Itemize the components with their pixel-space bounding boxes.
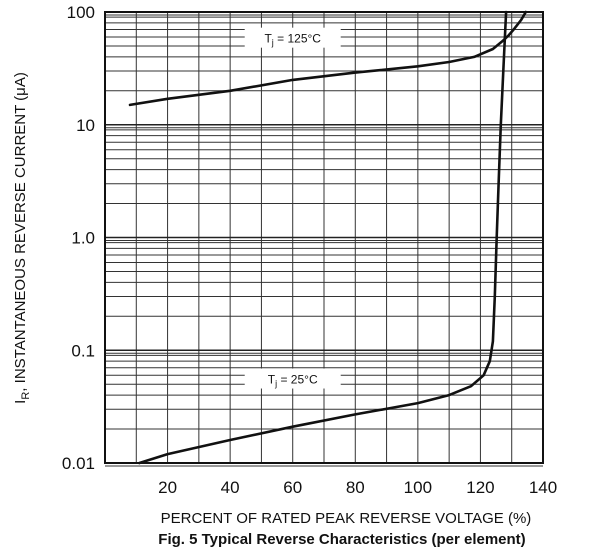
grid-layer — [104, 11, 544, 467]
figure-caption: Fig. 5 Typical Reverse Characteristics (… — [158, 531, 525, 548]
curve-label-125c: Tj = 125°C — [264, 32, 321, 48]
series-layer — [128, 10, 528, 465]
x-tick-label: 100 — [404, 478, 432, 497]
curve-label-main: T — [268, 373, 276, 387]
plot-frame — [104, 11, 544, 464]
curve-label-main: T — [264, 32, 272, 46]
y-axis-title-rest: , INSTANTANEOUS REVERSE CURRENT (μA) — [12, 72, 29, 392]
x-tick-label: 120 — [466, 478, 494, 497]
y-tick-label: 100 — [67, 3, 95, 22]
curve-label-rest: = 25°C — [277, 373, 318, 387]
curve-label-rest: = 125°C — [274, 32, 321, 46]
x-tick-label: 80 — [346, 478, 365, 497]
y-axis-title-sub: R — [20, 392, 32, 400]
y-tick-label: 1.0 — [71, 229, 95, 248]
curve-label-layer: Tj = 125°CTj = 25°C — [244, 27, 341, 389]
x-tick-label: 40 — [221, 478, 240, 497]
x-tick-label: 140 — [529, 478, 557, 497]
curve-label-25c-bg — [244, 368, 341, 389]
y-tick-label: 10 — [76, 116, 95, 135]
x-tick-label: 20 — [158, 478, 177, 497]
curve-label-sub: j — [274, 379, 277, 389]
x-axis-title: PERCENT OF RATED PEAK REVERSE VOLTAGE (%… — [161, 510, 532, 527]
series-line-tj-125c — [128, 10, 528, 107]
y-axis-title-main: I — [12, 400, 29, 404]
series-line-tj-25c — [138, 10, 508, 465]
y-tick-label: 0.1 — [71, 341, 95, 360]
tick-label-layer: 20 40 60 80 100 120 140 0.01 0.1 1.0 10 100 — [62, 3, 557, 497]
y-tick-label: 0.01 — [62, 454, 95, 473]
curve-label-sub: j — [271, 38, 274, 48]
x-tick-label: 60 — [283, 478, 302, 497]
curve-label-125c-bg — [244, 27, 341, 48]
y-axis-title: IR, INSTANTANEOUS REVERSE CURRENT (μA) — [12, 72, 32, 404]
curve-label-25c: Tj = 25°C — [268, 373, 318, 389]
